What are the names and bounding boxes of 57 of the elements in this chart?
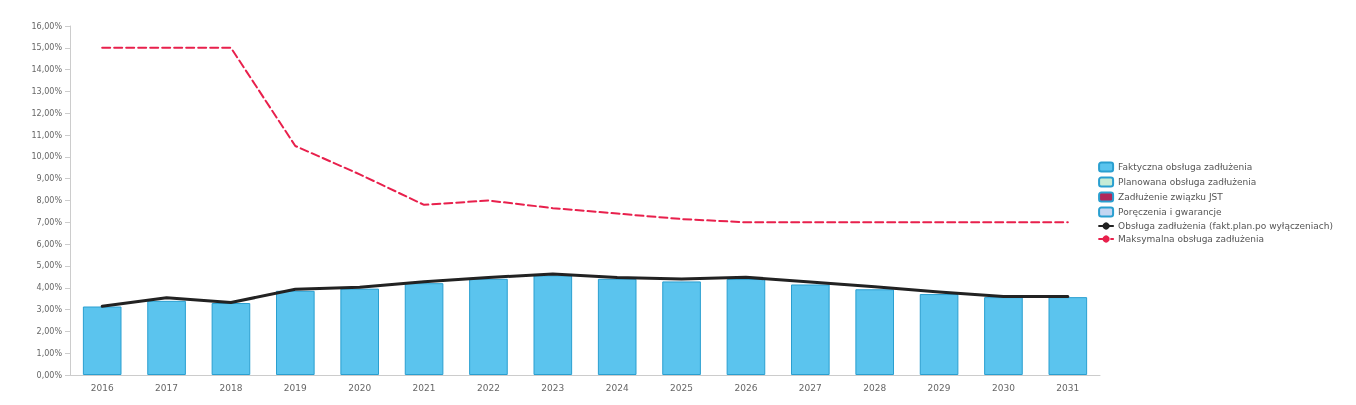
y-tick-label: 9,00%: [36, 174, 63, 184]
bar: [597, 278, 637, 375]
bar: [211, 303, 251, 375]
bar: [726, 279, 766, 375]
line-series: [100, 272, 1070, 308]
y-tick-label: 12,00%: [31, 108, 63, 118]
x-tick-label: 2021: [412, 382, 436, 393]
x-tick-label: 2016: [90, 382, 114, 393]
y-tick-label: 4,00%: [36, 283, 63, 293]
y-tick-label: 16,00%: [31, 21, 63, 31]
bar: [147, 300, 186, 375]
y-tick-label: 14,00%: [31, 65, 63, 75]
bar: [404, 283, 444, 375]
legend-label: Faktyczna obsługa zadłużenia: [1118, 162, 1253, 172]
bar: [984, 297, 1023, 375]
y-tick-label: 10,00%: [31, 152, 63, 162]
bar: [469, 278, 508, 375]
legend-label: Zadłużenie związku JST: [1118, 192, 1224, 202]
x-tick-label: 2026: [734, 382, 758, 393]
bar: [82, 306, 122, 375]
y-tick-label: 5,00%: [36, 261, 63, 271]
y-tick-label: 8,00%: [36, 196, 63, 205]
legend-label: Planowana obsługa zadłużenia: [1118, 177, 1257, 187]
x-tick-label: 2023: [541, 382, 565, 393]
y-tick-label: 1,00%: [36, 348, 63, 358]
x-tick-label: 2029: [927, 382, 951, 393]
legend-label: Poręczenia i gwarancje: [1118, 207, 1223, 217]
legend-label: Obsługa zadłużenia (fakt.plan.po wyłączeniach): [1118, 221, 1334, 231]
x-tick-label: 2020: [348, 382, 372, 393]
x-tick-label: 2022: [476, 382, 500, 393]
x-tick-label: 2030: [991, 382, 1016, 393]
x-tick-label: 2031: [1056, 382, 1080, 393]
x-tick-label: 2028: [863, 382, 887, 393]
y-tick-label: 15,00%: [31, 43, 63, 53]
y-tick-label: 7,00%: [36, 217, 63, 227]
bar: [276, 290, 315, 375]
y-tick-label: 13,00%: [31, 86, 63, 96]
bar: [791, 284, 830, 375]
x-tick-label: 2018: [219, 382, 243, 393]
y-tick-label: 11,00%: [31, 130, 63, 140]
x-tick-label: 2025: [670, 382, 694, 393]
x-tick-label: 2019: [283, 382, 308, 393]
bar: [1048, 297, 1088, 375]
legend-label: Maksymalna obsługa zadłużenia: [1118, 234, 1264, 244]
bar: [919, 294, 959, 375]
x-tick-label: 2017: [155, 382, 179, 393]
y-tick-label: 3,00%: [36, 305, 63, 315]
x-tick-label: 2027: [798, 382, 822, 393]
bar: [855, 289, 894, 375]
y-tick-label: 6,00%: [36, 239, 63, 249]
x-tick-label: 2024: [605, 382, 629, 393]
line-series: [101, 46, 1069, 224]
bar: [662, 281, 701, 375]
bar: [533, 275, 573, 375]
y-tick-label: 2,00%: [36, 326, 63, 336]
bar: [340, 288, 379, 375]
y-tick-label: 0,00%: [36, 370, 63, 380]
